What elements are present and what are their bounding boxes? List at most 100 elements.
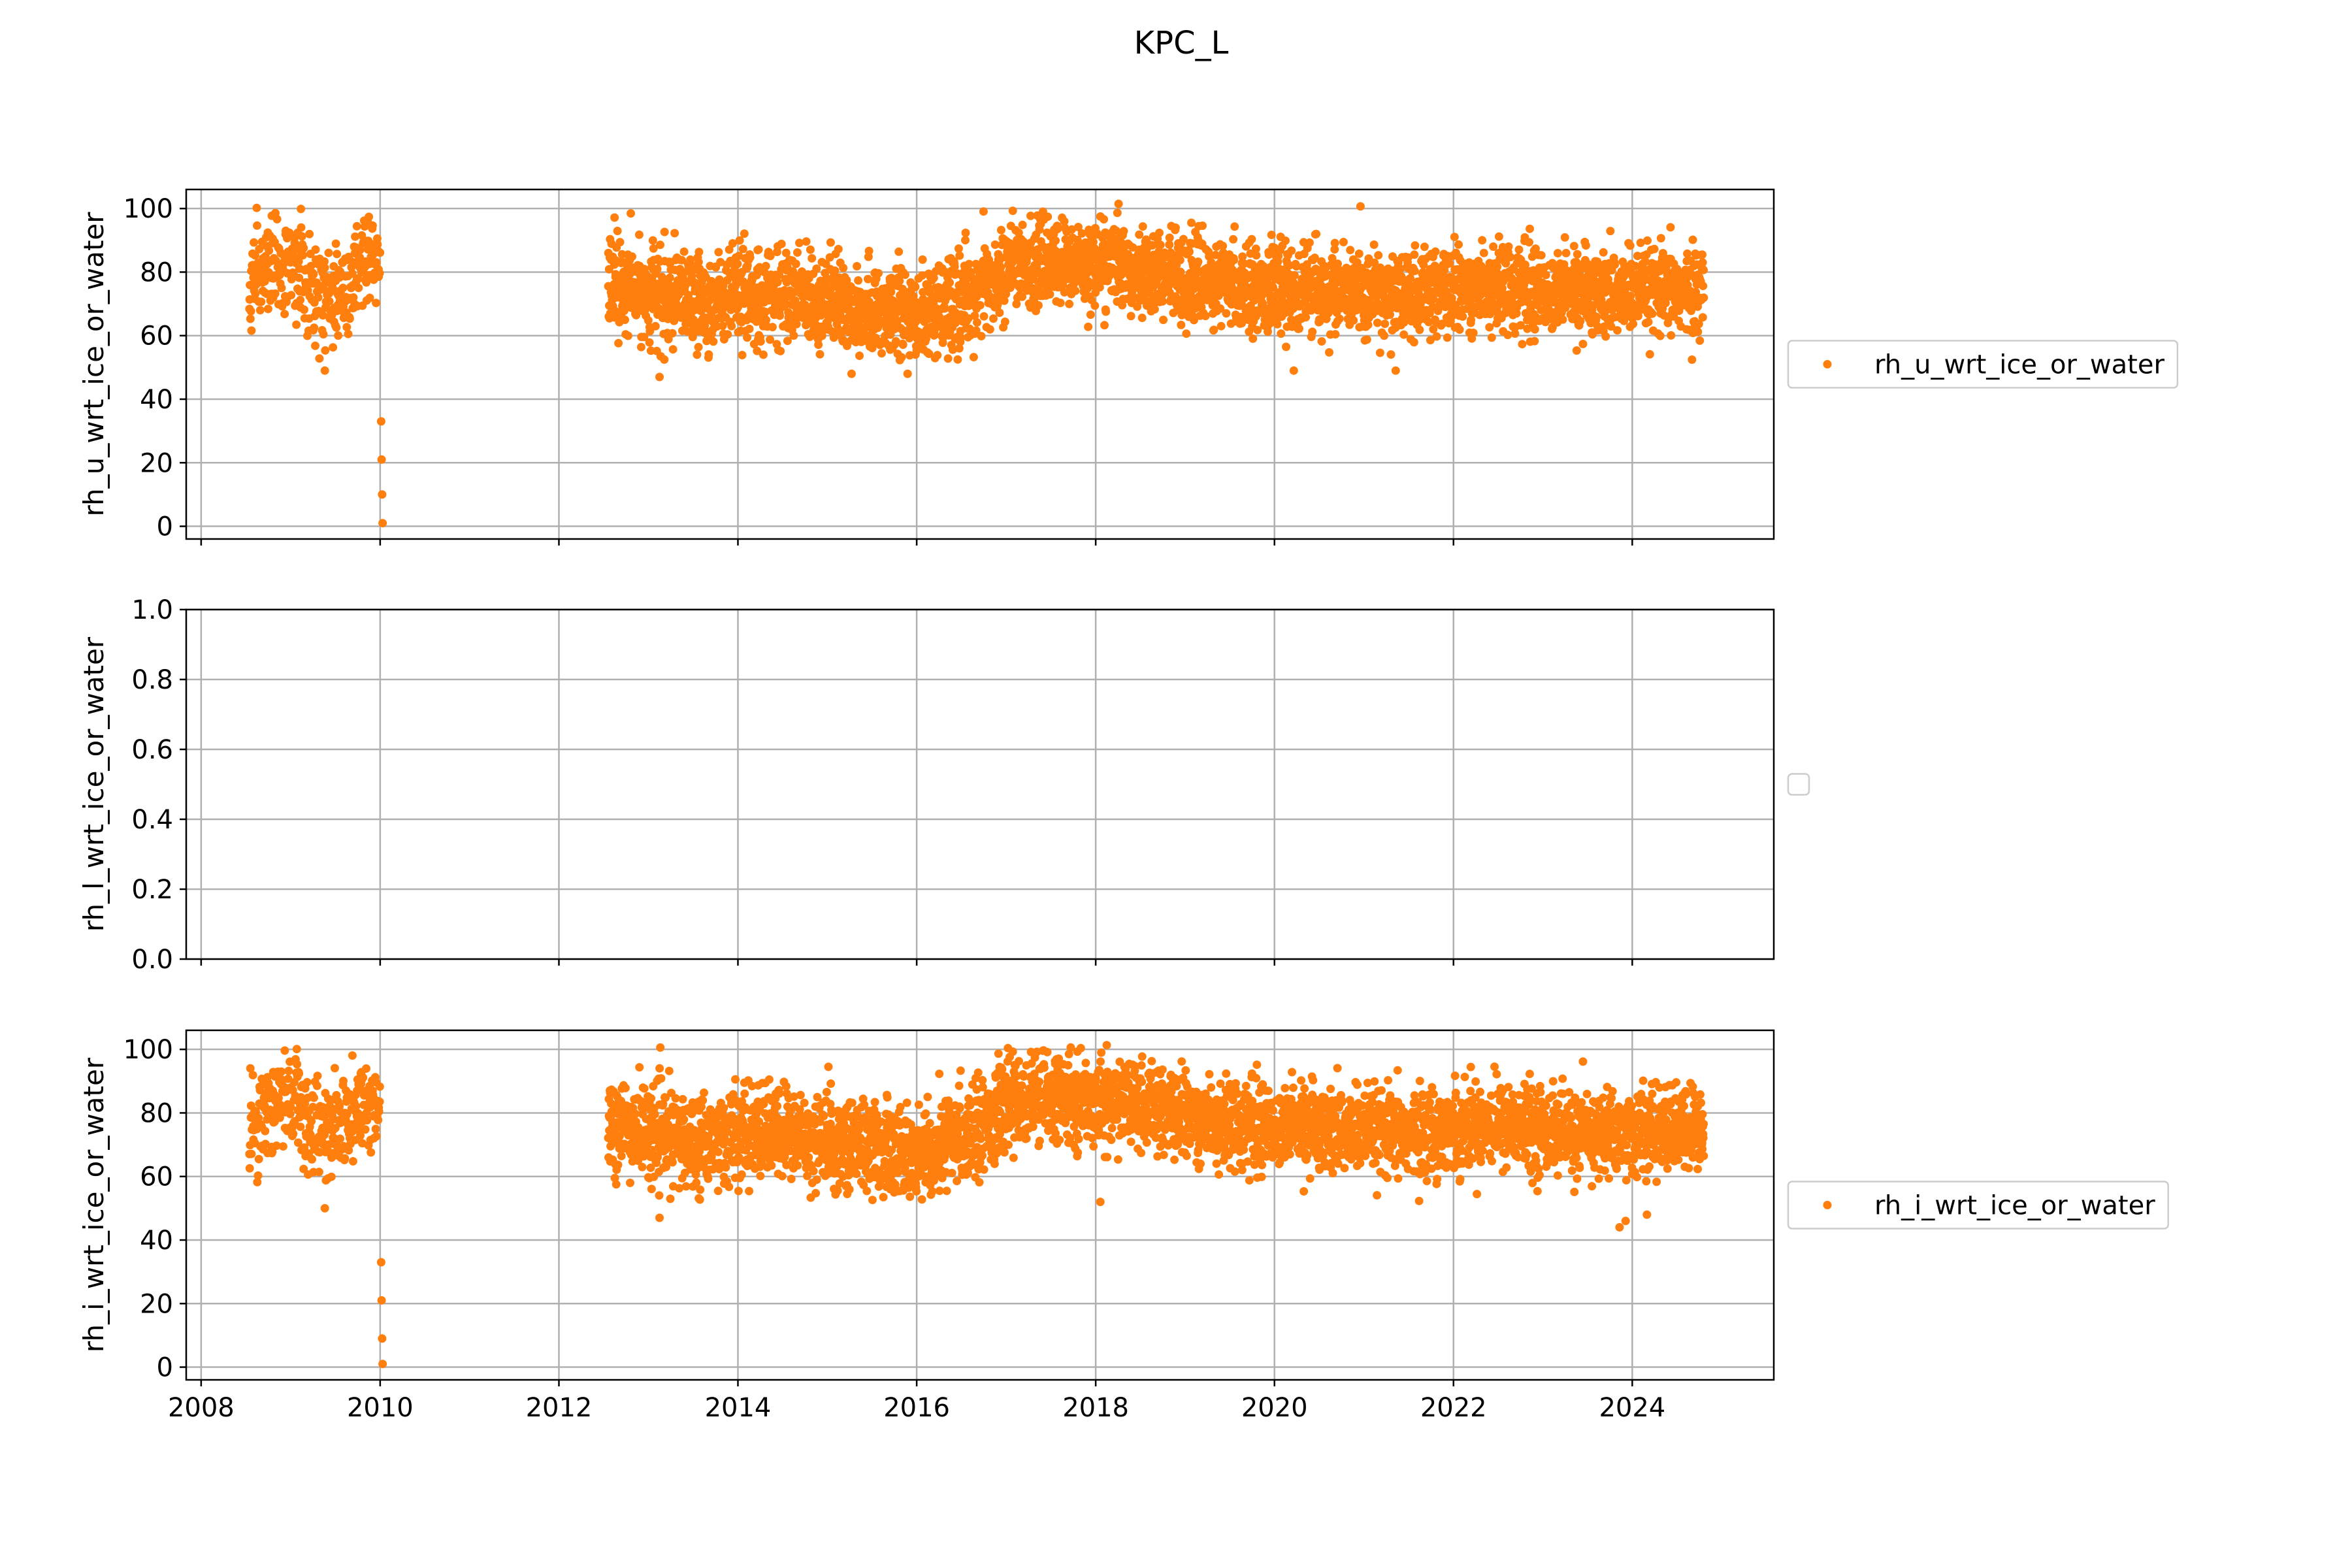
data-point	[261, 1126, 270, 1135]
data-point	[375, 269, 384, 278]
y-tick-label: 20	[140, 448, 173, 478]
data-point	[1008, 206, 1017, 216]
data-points	[245, 1041, 1708, 1369]
data-point	[270, 289, 280, 298]
data-point	[1699, 265, 1708, 274]
data-point	[1561, 248, 1571, 257]
data-point	[929, 274, 938, 282]
data-point	[903, 369, 912, 378]
data-point	[1432, 332, 1441, 341]
data-point	[1643, 236, 1652, 245]
data-point	[665, 273, 674, 282]
axes-frame	[185, 608, 1775, 960]
data-point	[1415, 325, 1424, 335]
data-point	[1068, 225, 1077, 234]
data-point	[621, 316, 629, 324]
data-point	[977, 332, 986, 340]
data-point	[961, 228, 970, 237]
data-point	[1335, 314, 1344, 323]
data-point	[340, 1154, 350, 1163]
data-point	[1118, 301, 1127, 310]
data-point	[277, 284, 286, 293]
data-point	[985, 325, 994, 334]
data-point	[297, 204, 306, 214]
data-point	[292, 1045, 301, 1054]
subplot-2: 0.00.20.40.60.81.0rh_l_wrt_ice_or_water	[78, 595, 1810, 975]
data-point	[1346, 246, 1355, 255]
data-point	[645, 338, 654, 347]
data-point	[640, 333, 649, 342]
data-point	[371, 1124, 380, 1134]
data-point	[686, 255, 695, 264]
legend-box	[1787, 773, 1810, 796]
data-point	[353, 274, 363, 284]
data-point	[1656, 234, 1665, 243]
data-point	[655, 372, 664, 382]
data-point	[1252, 251, 1261, 260]
data-point	[1034, 301, 1043, 310]
data-point	[339, 1077, 348, 1085]
y-axis-label: rh_l_wrt_ice_or_water	[78, 636, 110, 932]
data-point	[313, 1071, 322, 1081]
y-tick-label: 40	[140, 385, 173, 415]
data-point	[955, 251, 964, 260]
data-point	[644, 316, 653, 325]
y-tick-label: 1.0	[131, 595, 173, 625]
data-point	[1666, 223, 1675, 232]
data-point	[1553, 249, 1562, 257]
data-point	[1695, 336, 1705, 345]
data-point	[979, 312, 988, 321]
data-point	[295, 1069, 304, 1078]
data-point	[725, 245, 734, 254]
data-point	[355, 246, 365, 254]
legend-label: rh_u_wrt_ice_or_water	[1874, 350, 2164, 380]
data-point	[634, 230, 644, 239]
data-point	[271, 256, 280, 265]
data-point	[911, 282, 920, 291]
data-point	[773, 278, 782, 287]
data-point	[792, 319, 801, 329]
data-point	[1045, 290, 1054, 299]
data-point	[898, 340, 907, 350]
data-point	[1012, 299, 1021, 308]
data-point	[909, 291, 918, 301]
data-point	[900, 270, 909, 279]
data-point	[289, 1129, 298, 1138]
data-point	[1354, 249, 1364, 258]
data-point	[257, 297, 266, 306]
data-point	[1290, 270, 1299, 280]
data-point	[1229, 235, 1238, 244]
data-point	[874, 323, 882, 333]
data-point	[678, 255, 687, 265]
data-point	[265, 246, 274, 255]
data-point	[1455, 325, 1464, 334]
data-point	[1287, 246, 1296, 255]
data-point	[1247, 235, 1256, 244]
data-point	[1000, 318, 1009, 326]
data-point	[1018, 292, 1026, 301]
data-point	[1088, 237, 1098, 246]
data-point	[874, 269, 883, 278]
data-point	[830, 266, 840, 275]
data-point	[374, 1115, 383, 1124]
data-point	[1159, 316, 1168, 325]
data-point	[1222, 309, 1231, 318]
data-point	[776, 311, 785, 320]
data-point	[1526, 224, 1534, 233]
data-point	[1330, 238, 1339, 248]
data-point	[1478, 236, 1487, 245]
data-point	[996, 225, 1005, 235]
data-point	[293, 1060, 302, 1069]
data-point	[956, 333, 966, 342]
data-point	[668, 345, 678, 354]
data-point	[993, 301, 1002, 309]
data-point	[1100, 215, 1108, 224]
data-point	[964, 259, 973, 269]
data-point	[1077, 229, 1086, 238]
data-point	[1308, 327, 1317, 336]
data-point	[922, 335, 930, 344]
data-point	[1613, 326, 1622, 335]
data-point	[728, 239, 737, 248]
data-point	[1317, 337, 1326, 346]
